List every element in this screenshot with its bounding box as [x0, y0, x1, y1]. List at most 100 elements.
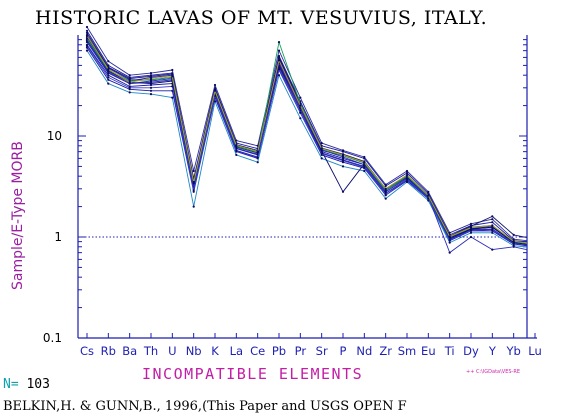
data-point [491, 228, 494, 231]
data-point [192, 169, 195, 173]
data-point [320, 157, 323, 160]
data-point [448, 241, 451, 244]
series-line [86, 34, 527, 244]
data-point [512, 233, 515, 236]
data-point [128, 81, 131, 84]
data-point [107, 60, 110, 63]
data-point [256, 150, 259, 153]
data-point [534, 247, 536, 249]
series-line [86, 26, 527, 242]
data-point [469, 229, 473, 232]
data-point [534, 250, 536, 252]
data-point [235, 153, 238, 156]
data-point [363, 155, 366, 159]
data-point [363, 166, 366, 169]
data-point [256, 156, 259, 159]
x-tick-label: Lu [528, 344, 542, 358]
data-point [534, 245, 536, 247]
data-point [534, 241, 536, 243]
series-line [86, 44, 527, 247]
data-point [85, 31, 89, 34]
data-point [299, 117, 302, 120]
sample-count-key: N= [3, 377, 19, 392]
x-axis-ticks: Cs Rb Ba Th U Nb K La Ce Pb Pr Sr P Nd Zr Sm Eu Ti Dy Y Yb Lu [80, 344, 542, 358]
data-point [363, 161, 366, 164]
data-point [534, 242, 536, 244]
data-point [149, 82, 153, 85]
data-point [448, 239, 451, 242]
data-point [107, 78, 110, 81]
data-point [448, 235, 451, 238]
data-point [192, 205, 195, 208]
data-point [128, 77, 131, 80]
x-tick-label: K [211, 344, 219, 358]
data-point [384, 183, 387, 186]
data-point [277, 56, 281, 59]
sample-count-value: 103 [26, 377, 50, 392]
data-point [107, 74, 110, 77]
x-tick-label: Dy [463, 344, 479, 358]
data-point [85, 49, 89, 52]
data-point [534, 238, 536, 240]
data-point [149, 93, 153, 96]
x-tick-label: Sm [398, 344, 417, 358]
data-point [534, 243, 536, 245]
data-point [85, 44, 89, 48]
series-line [86, 50, 527, 248]
series-line [86, 45, 527, 246]
data-point [405, 178, 409, 181]
data-point [469, 226, 473, 229]
data-point [256, 161, 259, 164]
data-point [192, 180, 195, 184]
data-point [491, 248, 494, 251]
data-point [384, 187, 387, 190]
data-point [491, 221, 494, 224]
data-point [512, 242, 515, 245]
x-tick-label: Pb [272, 344, 286, 358]
data-point [341, 165, 345, 168]
data-point [277, 59, 281, 62]
x-tick-label: Rb [101, 344, 116, 358]
data-point [384, 197, 387, 200]
data-point [107, 76, 110, 79]
data-point [213, 89, 217, 92]
x-tick-label: Zr [379, 344, 392, 358]
data-point [235, 139, 238, 142]
x-tick-label: U [168, 344, 176, 358]
data-point [363, 169, 366, 173]
data-point [341, 159, 345, 162]
x-tick-label: Th [143, 344, 158, 358]
citation-text: BELKIN,H. & GUNN,B., 1996,(This Paper an… [3, 399, 407, 414]
data-point [149, 72, 153, 75]
series-line [86, 35, 527, 244]
y-axis-label: Sample/E-Type MORB [10, 141, 26, 290]
data-point [128, 86, 131, 89]
sample-count: N= 103 [3, 377, 50, 392]
x-tick-label: P [340, 344, 347, 358]
data-point [405, 171, 409, 175]
y-tick-label: 10 [47, 129, 62, 143]
file-path-note: ++ C:\IGData\VES-RE [466, 369, 520, 375]
data-point [299, 96, 302, 99]
data-point [85, 29, 89, 32]
data-point [213, 83, 217, 87]
data-point [512, 245, 515, 248]
data-point [491, 224, 494, 227]
x-tick-label: Nb [186, 344, 202, 358]
data-point [341, 190, 345, 193]
data-point [277, 74, 281, 77]
data-point [512, 240, 515, 243]
data-point [171, 73, 174, 76]
data-point [534, 245, 536, 247]
data-point [469, 235, 473, 239]
y-tick-label: 0.1 [43, 331, 62, 345]
data-point [534, 246, 536, 248]
data-point [107, 82, 110, 85]
data-point [512, 238, 515, 241]
x-tick-label: Ba [122, 344, 137, 358]
data-point [171, 68, 174, 72]
data-point [85, 34, 89, 38]
data-point [149, 75, 153, 78]
data-point [171, 96, 174, 99]
